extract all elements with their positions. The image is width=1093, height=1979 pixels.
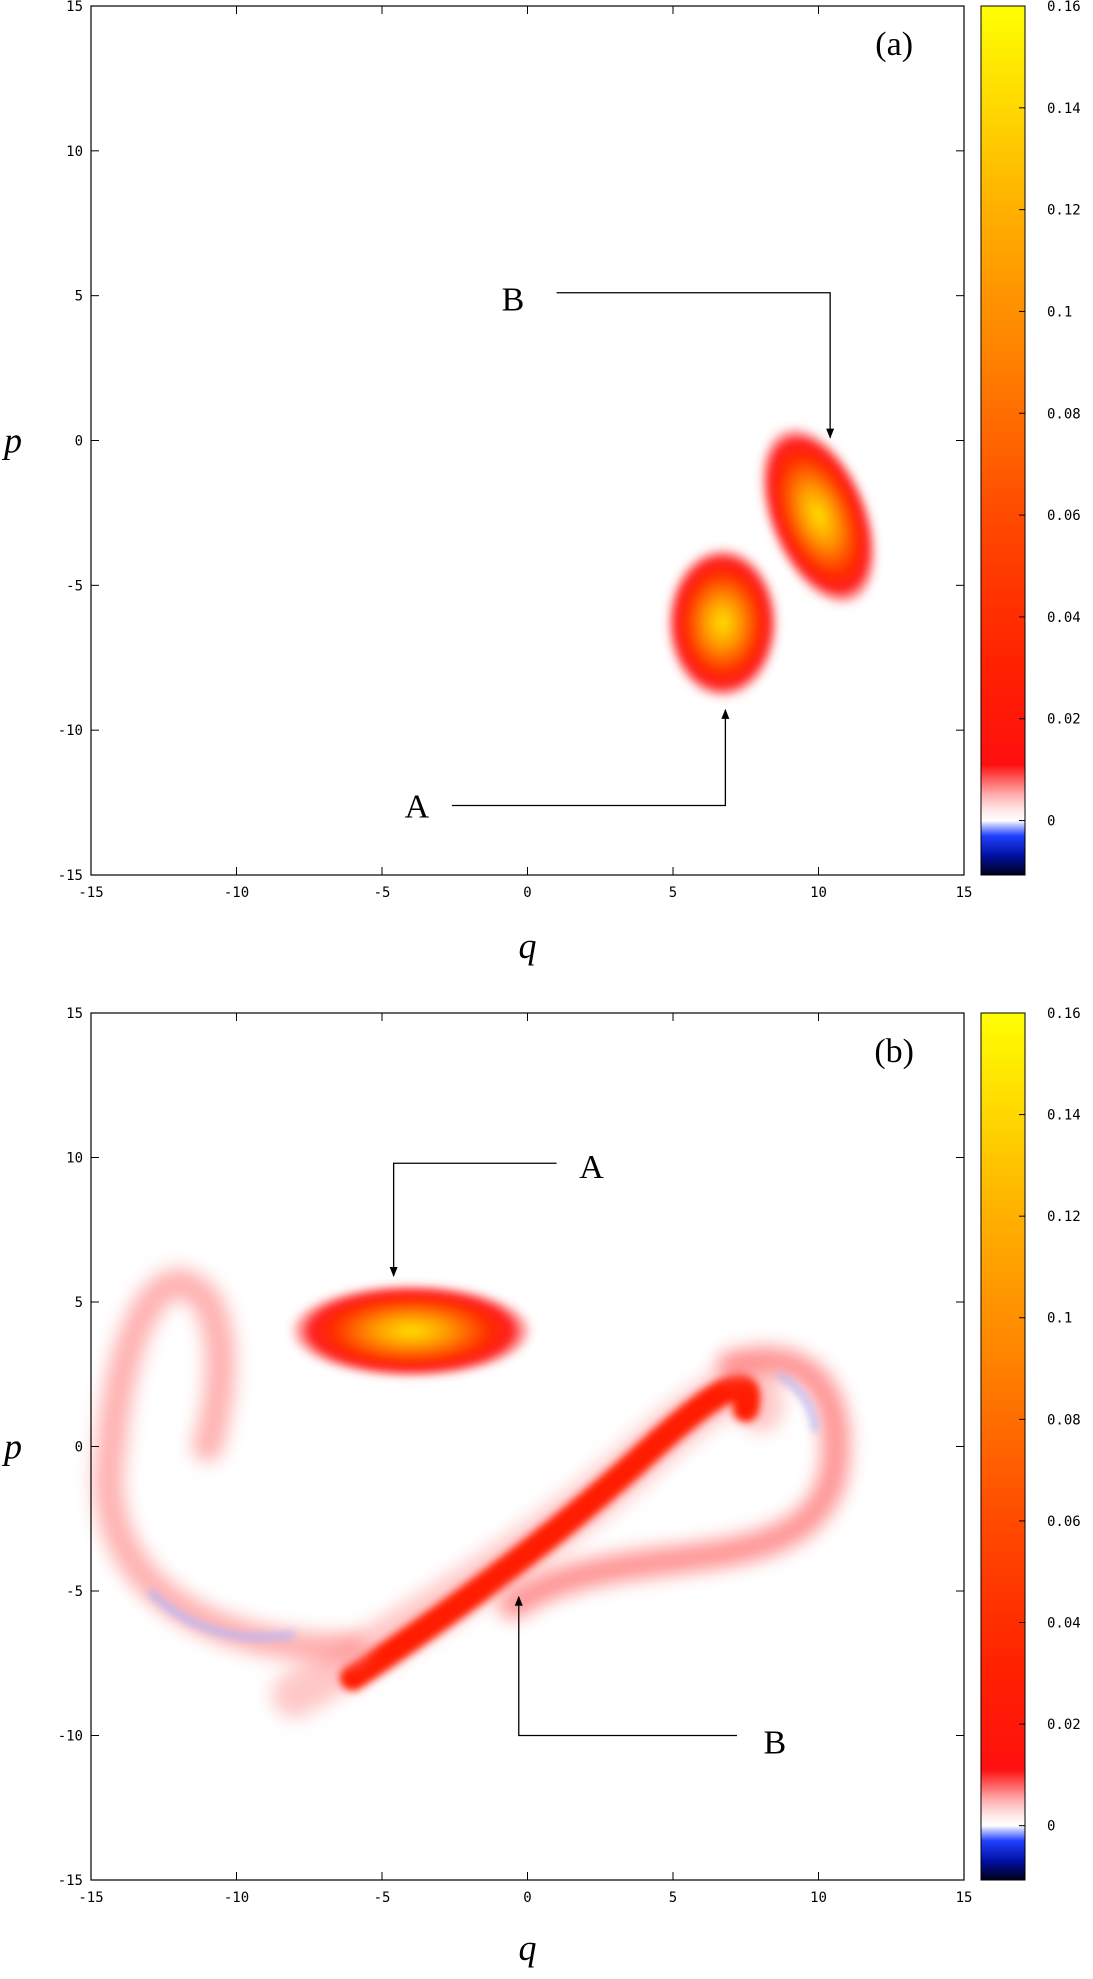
y-tick-label: -5 xyxy=(66,1584,83,1600)
colorbar xyxy=(980,1012,1026,1881)
panel: -15 -10 -5 0 5 10 15 -15 -10 -5 0 5 10 15 q p (a) A B 0 0.02… xyxy=(1,0,1081,966)
density-field xyxy=(93,1268,850,1719)
colorbar-tick-label: 0.08 xyxy=(1047,1412,1081,1428)
colorbar-tick-label: 0.06 xyxy=(1047,1514,1081,1530)
colorbar-tick-label: 0 xyxy=(1047,1819,1055,1835)
panel: -15 -10 -5 0 5 10 15 -15 -10 -5 0 5 10 15 q p (b) A B 0 0.02… xyxy=(1,1006,1081,1968)
x-tick-label: 15 xyxy=(956,885,973,901)
colorbar-tick-label: 0.14 xyxy=(1047,1108,1081,1124)
density-blob xyxy=(759,425,878,607)
colorbar-tick-label: 0.1 xyxy=(1047,1311,1072,1327)
density-streak xyxy=(339,1374,761,1691)
colorbar-tick-label: 0.14 xyxy=(1047,101,1081,117)
x-tick-label: 0 xyxy=(523,885,531,901)
colorbar-tick-label: 0.06 xyxy=(1047,508,1081,524)
y-tick-label: -15 xyxy=(58,1873,83,1889)
density-arc xyxy=(146,1588,296,1641)
x-tick-label: 0 xyxy=(523,1890,531,1906)
colorbar-tick-label: 0.02 xyxy=(1047,712,1081,728)
y-axis-label: p xyxy=(1,1427,22,1467)
colorbar-tick-label: 0.04 xyxy=(1047,610,1081,626)
y-tick-label: 10 xyxy=(66,144,83,160)
colorbar-tick-label: 0.02 xyxy=(1047,1717,1081,1733)
x-tick-label: 10 xyxy=(810,885,827,901)
x-tick-label: 10 xyxy=(810,1890,827,1906)
plot-frame xyxy=(90,5,965,876)
y-tick-label: 0 xyxy=(75,434,83,450)
y-tick-label: -10 xyxy=(58,1729,83,1745)
density-blob xyxy=(665,546,780,700)
y-tick-label: 5 xyxy=(75,1295,83,1311)
x-tick-label: -5 xyxy=(374,1890,391,1906)
x-tick-label: -10 xyxy=(224,885,249,901)
x-axis-label: q xyxy=(519,926,537,966)
annotation-arrow xyxy=(556,292,835,439)
x-tick-label: 5 xyxy=(669,885,677,901)
annotation-text: B xyxy=(764,1724,787,1761)
y-tick-label: 15 xyxy=(66,0,83,15)
density-field xyxy=(665,425,878,700)
colorbar-tick-label: 0 xyxy=(1047,814,1055,830)
y-tick-label: -10 xyxy=(58,723,83,739)
y-tick-label: 5 xyxy=(75,289,83,305)
colorbar-tick-label: 0.12 xyxy=(1047,203,1081,219)
colorbar-tick-label: 0.16 xyxy=(1047,0,1081,15)
x-tick-label: 15 xyxy=(956,1890,973,1906)
annotation-text: A xyxy=(579,1149,604,1186)
annotation-text: A xyxy=(405,788,430,825)
density-loop xyxy=(498,1346,850,1620)
y-tick-label: 10 xyxy=(66,1151,83,1167)
y-tick-label: 15 xyxy=(66,1006,83,1022)
annotation-arrow xyxy=(514,1595,738,1737)
colorbar-tick-label: 0.04 xyxy=(1047,1615,1081,1631)
density-blob xyxy=(288,1283,534,1379)
y-tick-label: -15 xyxy=(58,868,83,884)
x-tick-label: -15 xyxy=(78,1890,103,1906)
y-tick-label: 0 xyxy=(75,1440,83,1456)
x-tick-label: -5 xyxy=(374,885,391,901)
x-tick-label: -10 xyxy=(224,1890,249,1906)
colorbar-tick-label: 0.1 xyxy=(1047,304,1072,320)
y-axis-label: p xyxy=(1,421,22,461)
x-tick-label: 5 xyxy=(669,1890,677,1906)
colorbar xyxy=(980,5,1026,876)
annotation-arrow xyxy=(389,1162,557,1277)
annotation-text: B xyxy=(502,282,525,319)
density-loop xyxy=(93,1268,368,1664)
panel-label: (b) xyxy=(874,1033,914,1070)
panel-label: (a) xyxy=(875,26,913,63)
annotation-arrow xyxy=(451,708,730,807)
x-axis-label: q xyxy=(519,1928,537,1968)
colorbar-tick-label: 0.08 xyxy=(1047,406,1081,422)
y-tick-label: -5 xyxy=(66,578,83,594)
x-tick-label: -15 xyxy=(78,885,103,901)
colorbar-tick-label: 0.12 xyxy=(1047,1209,1081,1225)
density-arc xyxy=(776,1371,819,1433)
colorbar-tick-label: 0.16 xyxy=(1047,1006,1081,1022)
